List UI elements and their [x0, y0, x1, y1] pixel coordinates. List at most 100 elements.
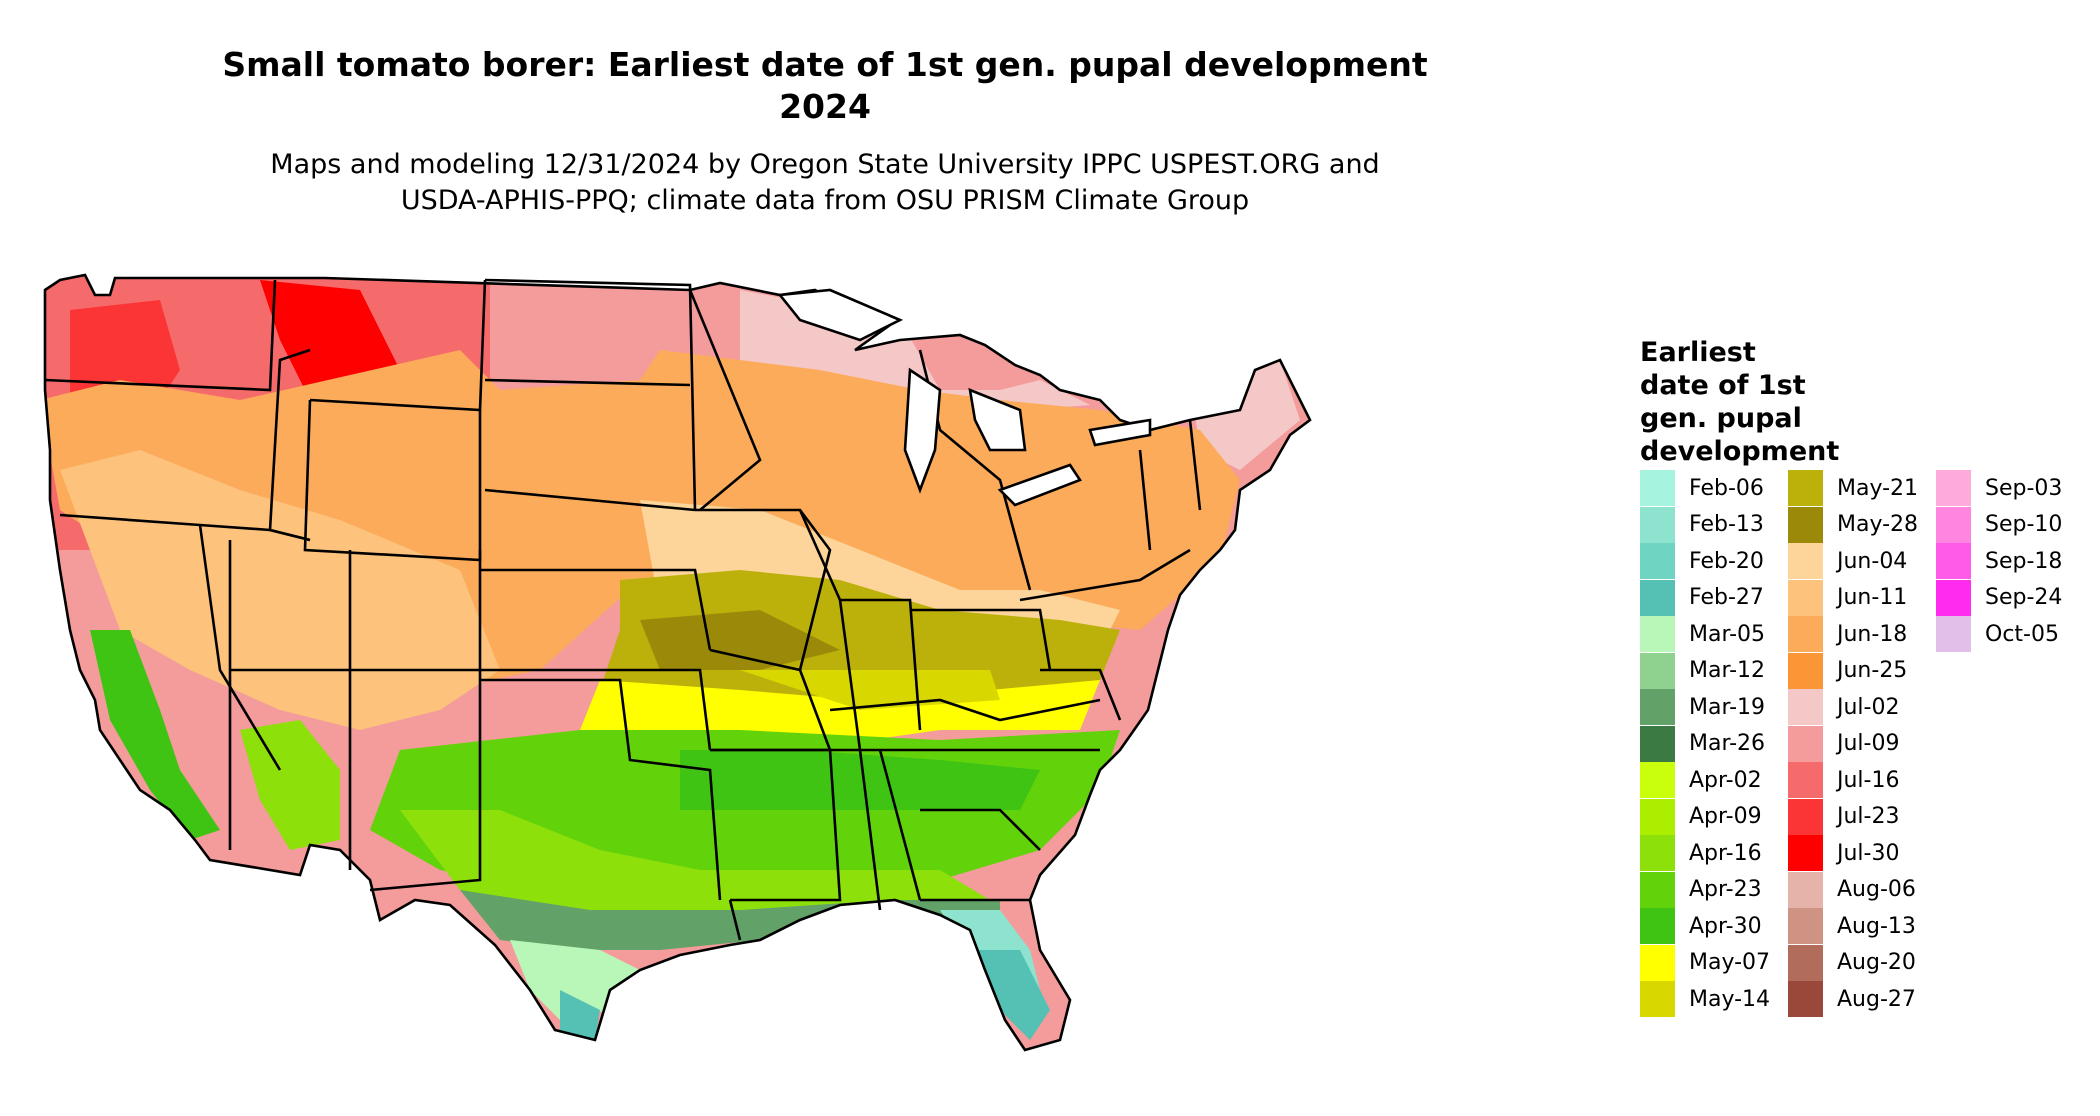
border-la	[728, 899, 742, 941]
legend-label: Jul-16	[1837, 767, 1900, 793]
legend-label: Aug-13	[1837, 913, 1916, 939]
border-nm	[369, 670, 482, 892]
legend-column: Sep-03 Sep-10 Sep-18 Sep-24 Oct-05	[1936, 470, 2062, 653]
border-ar-la	[710, 748, 842, 902]
legend-swatch	[1936, 616, 1971, 653]
legend-swatch	[1788, 725, 1823, 762]
legend-label: Mar-26	[1689, 731, 1766, 757]
legend-label: Feb-13	[1689, 512, 1764, 538]
legend-item: Apr-30	[1640, 908, 1770, 945]
legend-label: Jul-02	[1837, 694, 1900, 720]
legend-item: Feb-06	[1640, 470, 1770, 507]
legend-swatch	[1640, 725, 1675, 762]
legend-swatch	[1640, 543, 1675, 580]
legend-item: Mar-12	[1640, 652, 1770, 690]
legend-swatch	[1936, 579, 1971, 616]
border-id	[268, 348, 311, 542]
lake-erie	[997, 463, 1082, 507]
legend-swatch	[1640, 908, 1675, 945]
us-map-svg	[43, 273, 1312, 1052]
legend-swatch	[1788, 543, 1823, 580]
legend-label: May-07	[1689, 950, 1771, 976]
legend-label: Apr-30	[1689, 913, 1762, 939]
legend-label: Sep-03	[1985, 475, 2063, 501]
legend-item: Jul-30	[1788, 835, 1918, 872]
legend-swatch	[1640, 835, 1675, 872]
border-sd-ne	[484, 488, 696, 512]
border-al-ga	[878, 749, 922, 901]
legend-swatch	[1788, 579, 1823, 616]
zone-apr-16	[400, 810, 990, 920]
border-ok-tx	[480, 678, 722, 901]
legend-item: Aug-13	[1788, 908, 1918, 945]
legend-item: Mar-26	[1640, 725, 1770, 763]
legend-swatch	[1640, 579, 1675, 616]
lake-superior	[777, 288, 904, 342]
lake-michigan	[903, 367, 942, 494]
legend-label: Jun-25	[1837, 658, 1908, 684]
legend-label: Jun-11	[1837, 585, 1908, 611]
legend-item: Jun-18	[1788, 616, 1918, 653]
legend-item: May-14	[1640, 981, 1770, 1018]
legend-item: Aug-27	[1788, 981, 1918, 1018]
legend-item: Apr-09	[1640, 798, 1770, 836]
legend-item: Jun-11	[1788, 579, 1918, 617]
legend-label: Sep-18	[1985, 548, 2063, 574]
legend-item: Apr-16	[1640, 835, 1770, 872]
legend-label: Feb-06	[1689, 475, 1764, 501]
border-oh-pa	[910, 608, 1052, 671]
zone-feb-27-texas	[560, 990, 600, 1040]
legend-item: Sep-24	[1936, 579, 2062, 617]
legend-swatch	[1788, 944, 1823, 981]
legend-item: May-07	[1640, 944, 1771, 982]
border-nc-sc	[920, 808, 1041, 851]
legend-label: May-14	[1689, 986, 1771, 1012]
border-va-md	[1040, 668, 1122, 721]
date-zones	[45, 275, 1310, 1050]
map-title: Small tomato borer: Earliest date of 1st…	[60, 44, 1590, 128]
legend-item: Feb-13	[1640, 506, 1770, 544]
legend-item: Apr-23	[1640, 871, 1770, 909]
legend-label: Aug-20	[1837, 950, 1916, 976]
legend-swatch	[1640, 944, 1675, 981]
legend-label: Aug-06	[1837, 877, 1916, 903]
border-in-oh	[840, 598, 922, 731]
legend-swatch	[1936, 543, 1971, 580]
legend-swatch	[1640, 871, 1675, 908]
legend-item: Jun-25	[1788, 652, 1918, 690]
legend-item: May-21	[1788, 470, 1918, 507]
legend-swatch	[1640, 652, 1675, 689]
legend-item: Feb-27	[1640, 579, 1770, 617]
legend-label: Oct-05	[1985, 621, 2059, 647]
legend-item: Jun-04	[1788, 543, 1918, 580]
zone-apr-30-california	[90, 630, 220, 840]
legend-label: Mar-12	[1689, 658, 1766, 684]
border-co	[348, 550, 482, 672]
great-lakes	[777, 288, 1152, 507]
legend-label: Jul-30	[1837, 840, 1900, 866]
legend: Feb-06 Feb-13 Feb-20 Feb-27 Mar-05 Mar-12 Mar-…	[1640, 470, 2080, 1030]
legend-label: May-21	[1837, 475, 1919, 501]
legend-label: Jul-23	[1837, 804, 1900, 830]
legend-item: Sep-03	[1936, 470, 2062, 507]
legend-title-line-2: date of 1st	[1640, 370, 1806, 401]
legend-swatch	[1788, 616, 1823, 653]
legend-title-line-4: development	[1640, 436, 1840, 467]
lake-ontario	[1088, 418, 1152, 447]
legend-column: Feb-06 Feb-13 Feb-20 Feb-27 Mar-05 Mar-12 Mar-…	[1640, 470, 1770, 1018]
title-line-1: Small tomato borer: Earliest date of 1st…	[222, 45, 1428, 84]
border-nd-sd-line	[484, 378, 691, 387]
legend-label: Mar-05	[1689, 621, 1766, 647]
zone-jun-11-west	[60, 450, 500, 730]
legend-label: Jul-09	[1837, 731, 1900, 757]
border-ne-ks	[480, 568, 712, 651]
legend-label: Feb-20	[1689, 548, 1764, 574]
legend-label: Mar-19	[1689, 694, 1766, 720]
legend-item: Apr-02	[1640, 762, 1770, 799]
legend-item: Jul-23	[1788, 798, 1918, 836]
legend-swatch	[1640, 981, 1675, 1018]
legend-item: Sep-10	[1936, 506, 2062, 544]
border-ks-ok	[480, 668, 712, 751]
legend-swatch	[1640, 470, 1675, 507]
title-line-2: 2024	[779, 87, 871, 126]
